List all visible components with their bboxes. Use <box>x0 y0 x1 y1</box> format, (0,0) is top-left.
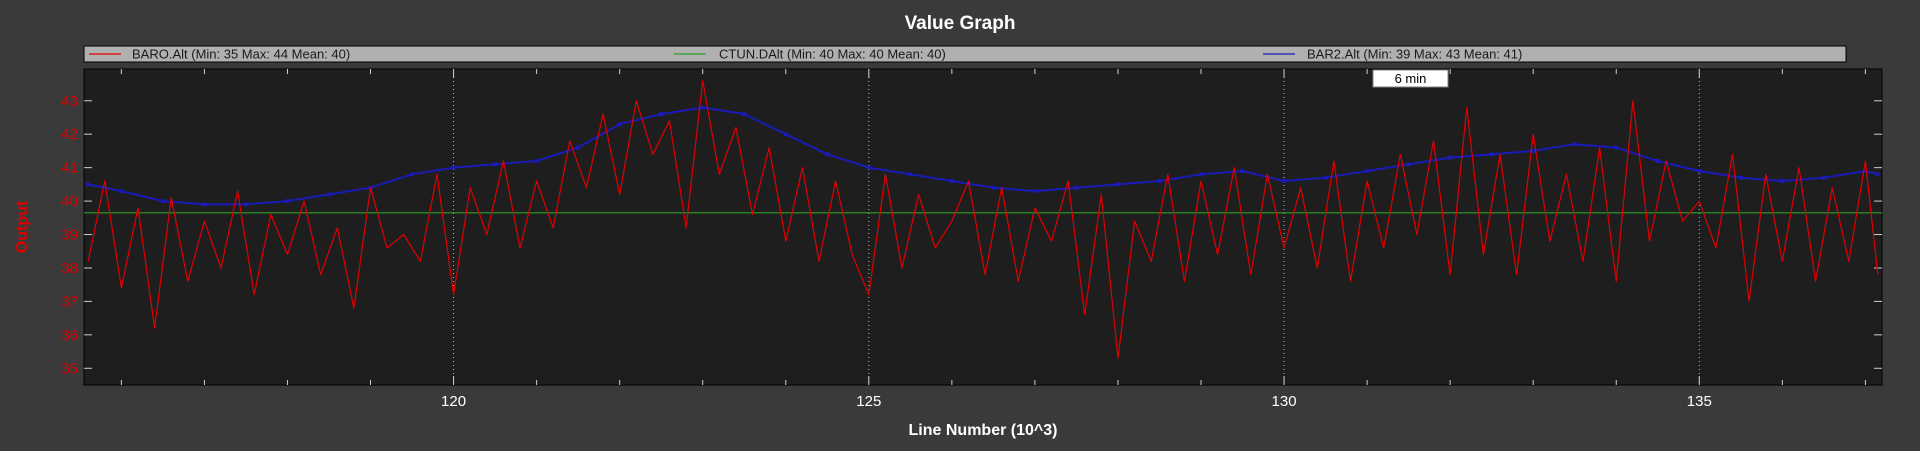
y-tick-label: 38 <box>61 260 78 277</box>
y-axis-label: Output <box>14 200 31 253</box>
legend-box <box>83 45 1847 63</box>
data-point-bar2-alt <box>1365 169 1370 173</box>
data-point-bar2-alt <box>534 159 539 163</box>
data-point-bar2-alt <box>1240 169 1245 173</box>
y-tick-label: 37 <box>61 293 78 310</box>
data-point-bar2-alt <box>659 112 664 117</box>
data-point-bar2-alt <box>1875 172 1880 177</box>
x-axis-label: Line Number (10^3) <box>909 422 1058 439</box>
grid-lines <box>453 69 1700 385</box>
data-point-bar2-alt <box>1655 159 1660 163</box>
data-point-bar2-alt <box>1116 182 1120 187</box>
y-tick-label: 40 <box>61 193 78 210</box>
data-point-bar2-alt <box>1323 175 1328 180</box>
data-point-bar2-alt <box>86 182 91 187</box>
annotation-box <box>1372 69 1449 88</box>
data-point-bar2-alt <box>1448 155 1453 160</box>
legend-entry-bar2-alt: BAR2.Alt (Min: 39 Max: 43 Mean: 41) <box>1307 47 1522 62</box>
y-tick-label: 41 <box>61 160 78 177</box>
data-point-bar2-alt <box>783 132 788 137</box>
data-point-bar2-alt <box>908 172 913 177</box>
data-point-bar2-alt <box>825 152 830 157</box>
data-point-bar2-alt <box>742 112 747 117</box>
chart-title: Value Graph <box>905 13 1016 34</box>
data-point-bar2-alt <box>866 165 871 170</box>
data-point-bar2-alt <box>327 192 331 197</box>
data-point-bar2-alt <box>410 172 414 177</box>
x-tick-label: 130 <box>1272 393 1297 410</box>
data-point-bar2-alt <box>617 122 622 127</box>
y-tick-label: 43 <box>61 93 78 110</box>
y-tick-label: 39 <box>61 227 78 244</box>
series-layer <box>84 80 1882 359</box>
data-point-bar2-alt <box>1282 179 1287 183</box>
data-point-bar2-alt <box>119 189 124 194</box>
y-tick-label: 42 <box>61 126 78 143</box>
series-line-baro-alt <box>87 80 1879 359</box>
annotation-label: 6 min <box>1395 71 1427 86</box>
y-axis: 35 36 37 38 39 40 41 42 43 <box>61 93 1882 377</box>
legend: BARO.Alt (Min: 35 Max: 44 Mean: 40) CTUN… <box>83 45 1847 63</box>
data-point-bar2-alt <box>1614 145 1619 150</box>
data-point-bar2-alt <box>1032 189 1037 194</box>
data-point-bar2-alt <box>1863 169 1868 173</box>
data-point-bar2-alt <box>1157 179 1162 183</box>
data-point-bar2-alt <box>1821 175 1826 180</box>
data-point-bar2-alt <box>991 185 996 190</box>
data-point-bar2-alt <box>1199 172 1203 177</box>
data-point-bar2-alt <box>700 105 705 110</box>
data-point-bar2-alt <box>202 202 207 207</box>
x-tick-label: 135 <box>1687 393 1712 410</box>
data-point-bar2-alt <box>1531 148 1536 153</box>
legend-entry-ctun-dalt: CTUN.DAlt (Min: 40 Max: 40 Mean: 40) <box>719 47 946 62</box>
x-tick-label: 125 <box>856 393 881 410</box>
annotation-badge: 6 min <box>1372 69 1449 88</box>
data-point-bar2-alt <box>1489 152 1494 157</box>
data-point-bar2-alt <box>1572 142 1577 147</box>
data-point-bar2-alt <box>1780 179 1785 183</box>
data-point-bar2-alt <box>1406 162 1411 167</box>
y-tick-label: 35 <box>61 360 78 377</box>
data-point-bar2-alt <box>576 145 581 150</box>
data-point-bar2-alt <box>160 199 165 204</box>
data-point-bar2-alt <box>493 162 498 167</box>
data-point-bar2-alt <box>451 165 456 170</box>
data-point-bar2-alt <box>1074 185 1079 190</box>
data-point-bar2-alt <box>243 202 248 207</box>
data-point-bar2-alt <box>285 199 290 204</box>
plot-area <box>83 68 1883 386</box>
x-axis: 120 125 130 135 <box>120 69 1866 410</box>
y-tick-label: 36 <box>61 327 78 344</box>
legend-entry-baro-alt: BARO.Alt (Min: 35 Max: 44 Mean: 40) <box>132 47 350 62</box>
data-point-bar2-alt <box>1738 175 1743 180</box>
data-point-bar2-alt <box>1697 169 1702 173</box>
x-tick-label: 120 <box>441 393 466 410</box>
data-point-bar2-alt <box>949 179 954 183</box>
